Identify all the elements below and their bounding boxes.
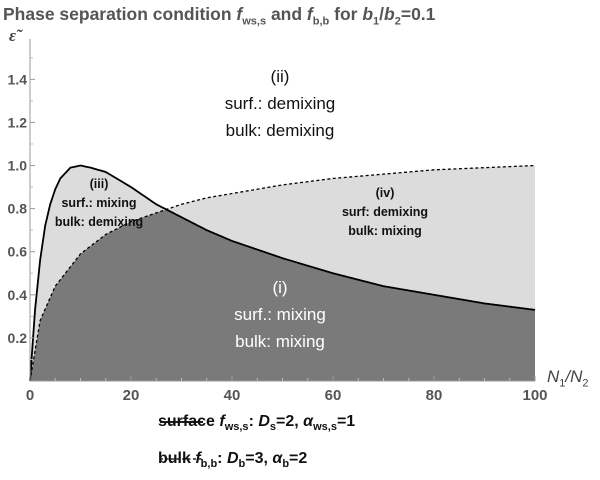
region-iii-label: (iii) surf.: mixing bulk: demixing: [44, 175, 154, 232]
legend-lines: [160, 421, 203, 460]
title-part: =0.1: [400, 4, 436, 24]
legend-surface-f-sub: ws,s: [224, 421, 249, 434]
x-axis-label: N1/N2: [547, 367, 589, 389]
region-ii-label: (ii) surf.: demixing bulk: demixing: [205, 63, 355, 144]
y-tick-label: 1.0: [8, 158, 28, 174]
region-i-line1: surf.: mixing: [234, 305, 326, 324]
legend-surface-colon: :: [248, 413, 259, 430]
title-b1: b: [362, 4, 374, 24]
region-i-label: (i) surf.: mixing bulk: mixing: [205, 274, 355, 355]
legend-surface-d: D: [258, 413, 270, 430]
y-tick-label: 0.4: [8, 287, 28, 303]
legend-surface-d-sub: s: [269, 421, 277, 434]
title-b2-sub: 2: [394, 15, 401, 28]
legend-bulk-colon: :: [217, 450, 227, 467]
series-line-surface: [29, 164, 536, 382]
x-label-n1-sub: 1: [559, 377, 566, 390]
x-tick-label: 80: [426, 387, 443, 404]
legend-surface-d-val: =2,: [276, 413, 304, 430]
title-f2-sub: b,b: [312, 15, 330, 28]
chart-lines: [29, 164, 536, 382]
title-b2: b: [384, 4, 395, 24]
title-part: and: [266, 4, 307, 24]
x-tick-label: 40: [224, 387, 241, 404]
series-line-bulk: [29, 164, 536, 382]
x-tick-label: 0: [26, 387, 34, 404]
legend-surface-pre: surface: [158, 413, 220, 430]
chart-title: Phase separation condition fws,s and fb,…: [3, 4, 435, 28]
region-iv-title: (iv): [375, 186, 395, 200]
chart-axes: 0 20 40 60 80 100 0.2 0.4 0.6 0.8 1.0 1.2 1.4: [8, 39, 548, 404]
legend-bulk-pre: bulk: [158, 450, 196, 467]
legend-surface-alpha-sub: ws,s: [313, 421, 337, 434]
region-iv-line2: bulk: mixing: [348, 224, 422, 238]
legend-bulk-alpha-sub: b: [282, 458, 290, 471]
region-ii-line1: surf.: demixing: [224, 94, 336, 113]
legend-bulk-f: f: [195, 450, 201, 467]
title-f1: f: [236, 4, 243, 24]
x-label-n2-sub: 2: [582, 377, 589, 390]
x-label-n1: N: [547, 367, 560, 386]
x-tick-label: 20: [123, 387, 140, 404]
x-tick-label: 100: [522, 387, 547, 404]
x-label-slash: /: [565, 367, 571, 386]
chart-areas: [30, 165, 535, 381]
title-part: Phase separation condition: [3, 4, 237, 24]
y-tick-label: 0.8: [8, 201, 28, 217]
y-tick-label: 1.2: [8, 114, 28, 130]
region-iii-line1: surf.: mixing: [61, 196, 137, 210]
region-iii-line2: bulk: demixing: [54, 215, 144, 229]
legend-bulk-d-val: =3,: [245, 450, 273, 467]
region-iii-title: (iii): [89, 177, 109, 191]
legend-bulk-alpha: α: [272, 450, 283, 467]
title-slash: /: [379, 4, 385, 24]
x-label-n2: N: [570, 367, 583, 386]
title-f1-sub: ws,s: [242, 15, 267, 28]
area-dark: [30, 209, 535, 381]
legend-bulk-alpha-val: =2: [289, 450, 308, 467]
region-iv-label: (iv) surf: demixing bulk: mixing: [325, 184, 445, 241]
legend-bulk-text: bulk fb,b: Db=3, αb=2: [158, 450, 307, 470]
region-ii-title: (ii): [270, 67, 290, 86]
region-i-title: (i): [272, 278, 288, 297]
legend-surface-text: surface fws,s: Ds=2, αws,s=1: [158, 413, 355, 433]
y-tick-label: 1.4: [8, 71, 28, 87]
y-tick-label: 0.6: [8, 244, 28, 260]
y-axis-label: ε̃: [9, 26, 16, 45]
legend-surface-alpha: α: [303, 413, 314, 430]
region-ii-line2: bulk: demixing: [225, 121, 335, 140]
legend-surface-f: f: [219, 413, 225, 430]
legend-surface-alpha-val: =1: [336, 413, 356, 430]
x-tick-label: 60: [325, 387, 342, 404]
title-b1-sub: 1: [373, 15, 380, 28]
legend-bulk-f-sub: b,b: [200, 458, 218, 471]
legend-bulk-d: D: [226, 450, 239, 467]
title-f2: f: [306, 4, 313, 24]
title-part: for: [329, 4, 363, 24]
region-i-line2: bulk: mixing: [235, 332, 325, 351]
y-tick-label: 0.2: [8, 330, 28, 346]
region-iv-line1: surf: demixing: [341, 205, 429, 219]
legend-bulk-d-sub: b: [238, 458, 246, 471]
